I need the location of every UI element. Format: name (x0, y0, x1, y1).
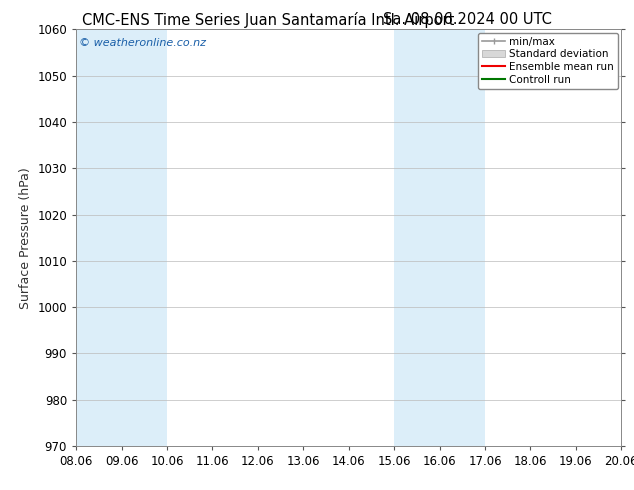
Legend: min/max, Standard deviation, Ensemble mean run, Controll run: min/max, Standard deviation, Ensemble me… (478, 32, 618, 89)
Bar (394, 29, 485, 446)
Text: © weatheronline.co.nz: © weatheronline.co.nz (79, 38, 206, 48)
Text: Sa. 08.06.2024 00 UTC: Sa. 08.06.2024 00 UTC (383, 12, 552, 27)
Bar (76, 29, 167, 446)
Text: CMC-ENS Time Series Juan Santamaría Intl. Airport: CMC-ENS Time Series Juan Santamaría Intl… (82, 12, 455, 28)
Y-axis label: Surface Pressure (hPa): Surface Pressure (hPa) (19, 167, 32, 309)
